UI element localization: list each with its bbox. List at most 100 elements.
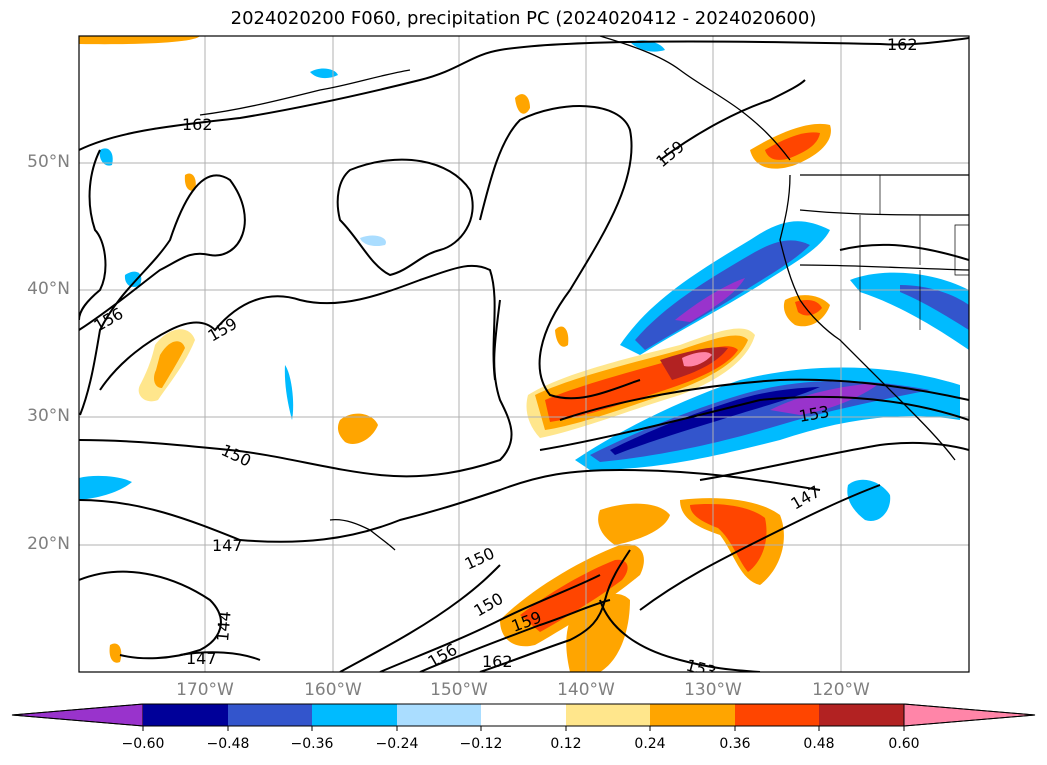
pos-small-1-core bbox=[154, 341, 185, 388]
coastlines bbox=[199, 36, 969, 551]
pos-small-6 bbox=[79, 36, 200, 45]
contour-159-loop bbox=[479, 105, 641, 400]
contour-144 bbox=[79, 570, 222, 660]
contour-147-south bbox=[179, 651, 261, 661]
lon-label: 120°W bbox=[812, 680, 870, 700]
contour-162-south bbox=[479, 549, 631, 672]
neg-pacific-sw bbox=[847, 479, 891, 521]
pos-south-1 bbox=[598, 503, 670, 545]
grid-lines bbox=[79, 36, 969, 672]
precip-shading bbox=[79, 36, 969, 672]
colorbar-segment bbox=[397, 704, 481, 726]
colorbar-extend-low bbox=[11, 703, 144, 727]
colorbar-segment bbox=[228, 704, 312, 726]
colorbar-extend-high bbox=[903, 703, 1036, 727]
pos-small-7 bbox=[109, 643, 122, 663]
contour-147-se bbox=[639, 484, 881, 611]
pos-band-pink bbox=[682, 352, 712, 367]
contour-153-se bbox=[599, 599, 761, 672]
colorbar-segment bbox=[143, 704, 228, 726]
contour-162-north bbox=[79, 37, 969, 151]
lat-label: 40°N bbox=[27, 279, 70, 299]
lon-label: 170°W bbox=[176, 680, 234, 700]
pos-small-2 bbox=[337, 413, 378, 445]
neg-small-6 bbox=[310, 68, 338, 79]
contour-147-east bbox=[699, 441, 969, 481]
contour-156 bbox=[79, 174, 246, 416]
neg-coast-east-core bbox=[900, 285, 969, 330]
lon-label: 150°W bbox=[430, 680, 488, 700]
border-states-1 bbox=[799, 209, 969, 216]
neg-small-5 bbox=[360, 235, 386, 247]
contour-156-south bbox=[419, 599, 611, 672]
neg-small-7 bbox=[630, 40, 665, 52]
neg-small-4 bbox=[79, 475, 132, 500]
neg-band-south-max bbox=[770, 383, 880, 415]
lat-label: 50°N bbox=[27, 152, 70, 172]
pos-south-4 bbox=[566, 593, 630, 672]
lat-label: 30°N bbox=[27, 406, 70, 426]
colorbar-tick-label: −0.36 bbox=[290, 736, 334, 752]
colorbar-segment bbox=[566, 704, 650, 726]
pos-coast-north-core bbox=[765, 132, 820, 160]
colorbar-segment bbox=[312, 704, 397, 726]
contour-153-east bbox=[559, 378, 969, 421]
contour-label: 147 bbox=[186, 649, 217, 668]
colorbar-tick-label: −0.12 bbox=[459, 736, 503, 752]
contour-153-south bbox=[379, 574, 601, 672]
contour-159-north bbox=[659, 79, 806, 161]
colorbar-segment bbox=[481, 704, 566, 726]
neg-small-1 bbox=[284, 365, 294, 420]
colorbar-segment bbox=[819, 704, 904, 726]
contour-label: 144 bbox=[213, 610, 235, 642]
pos-small-3 bbox=[515, 94, 530, 114]
pos-small-5 bbox=[555, 326, 569, 347]
contour-147 bbox=[79, 468, 821, 543]
contour-159-west bbox=[99, 264, 496, 391]
coast-westus bbox=[779, 174, 956, 461]
colorbar-tick-label: 0.24 bbox=[634, 736, 666, 752]
colorbar-tick-label: 0.12 bbox=[550, 736, 582, 752]
colorbar-segment bbox=[735, 704, 819, 726]
plot-area: 162 162 159 159 156 150 147 147 144 150 … bbox=[79, 35, 969, 672]
neg-band-south-dark bbox=[610, 387, 820, 455]
contour-label: 162 bbox=[887, 35, 918, 54]
height-contours bbox=[79, 37, 969, 672]
contour-150-south bbox=[339, 564, 501, 672]
colorbar-tick-label: 0.36 bbox=[719, 736, 751, 752]
contour-162-west bbox=[79, 149, 107, 321]
lat-label: 20°N bbox=[27, 534, 70, 554]
colorbar-tick-label: 0.60 bbox=[888, 736, 920, 752]
neg-band-north-max bbox=[675, 278, 745, 322]
neg-small-3 bbox=[124, 271, 142, 287]
colorbar-tick-label: −0.48 bbox=[206, 736, 250, 752]
border-states-2 bbox=[799, 264, 969, 271]
contour-159-inner bbox=[336, 158, 474, 277]
coast-aleutians bbox=[199, 69, 411, 116]
coast-alaska bbox=[599, 36, 791, 161]
lon-label: 160°W bbox=[304, 680, 362, 700]
colorbar bbox=[11, 703, 1036, 731]
lon-label: 140°W bbox=[557, 680, 615, 700]
contour-150-east bbox=[539, 395, 969, 451]
contour-label: 162 bbox=[182, 115, 213, 134]
colorbar-tick-label: −0.24 bbox=[375, 736, 419, 752]
pos-coast-ca-core bbox=[795, 300, 822, 316]
pos-small-4 bbox=[184, 173, 196, 191]
neg-small-2 bbox=[99, 148, 113, 166]
contour-label: 162 bbox=[482, 652, 513, 671]
colorbar-tick-label: 0.48 bbox=[803, 736, 835, 752]
map-title: 2024020200 F060, precipitation PC (20240… bbox=[230, 8, 817, 29]
contour-label: 147 bbox=[212, 536, 243, 555]
colorbar-segment bbox=[650, 704, 735, 726]
plot-frame bbox=[78, 35, 970, 673]
contour-150 bbox=[79, 299, 513, 478]
lon-label: 130°W bbox=[684, 680, 742, 700]
colorbar-tick-label: −0.60 bbox=[121, 736, 165, 752]
contour-ne bbox=[839, 243, 969, 261]
pos-south-3-core bbox=[520, 559, 628, 632]
pos-south-2-core bbox=[690, 504, 767, 572]
state-borders bbox=[859, 175, 969, 330]
coast-hawaii bbox=[329, 519, 396, 551]
